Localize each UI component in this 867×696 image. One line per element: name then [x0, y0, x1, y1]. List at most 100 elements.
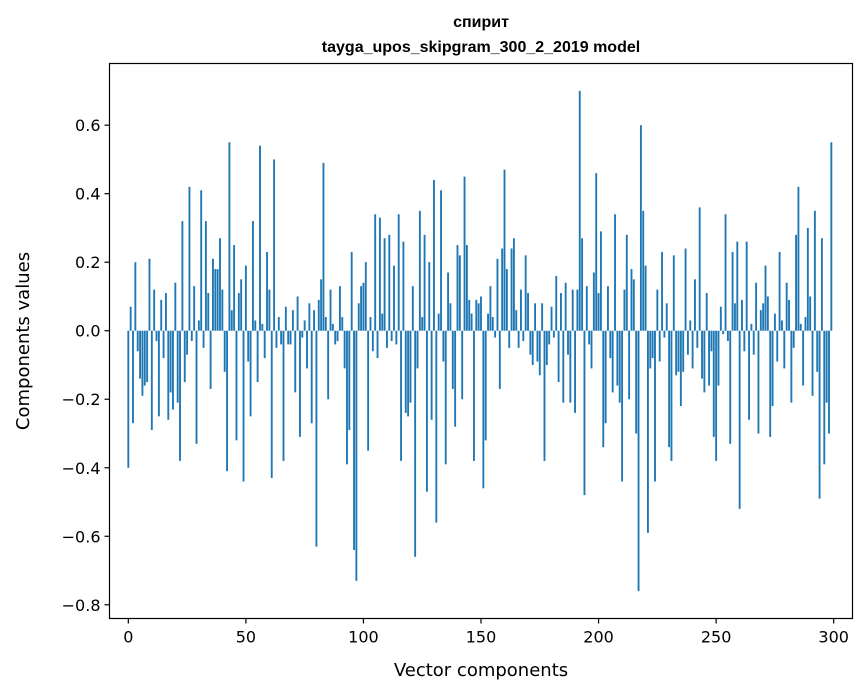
bar-192: [578, 90, 581, 331]
bar-145: [468, 299, 471, 331]
bar-28: [193, 286, 196, 331]
bar-133: [440, 190, 442, 331]
bar-281: [788, 299, 790, 331]
bar-266: [752, 330, 755, 355]
bar-100: [362, 282, 365, 331]
bar-9: [148, 258, 151, 331]
chart-title-model: tayga_upos_skipgram_300_2_2019 model: [322, 39, 640, 56]
bar-285: [797, 186, 800, 331]
bar-164: [512, 238, 515, 331]
bar-137: [449, 303, 452, 331]
bar-181: [552, 330, 555, 338]
bar-70: [291, 310, 294, 331]
bar-51: [247, 330, 250, 362]
bar-110: [386, 330, 388, 348]
x-axis-ticks: 0 50 100 150 200 250 300: [123, 618, 849, 647]
bar-203: [604, 330, 607, 424]
bar-144: [465, 245, 468, 331]
bar-227: [661, 251, 663, 331]
bar-29: [195, 330, 198, 444]
bar-155: [491, 317, 494, 331]
bar-112: [390, 330, 393, 341]
bar-16: [164, 293, 167, 331]
bar-98: [357, 303, 360, 331]
bar-138: [451, 330, 454, 389]
bar-188: [569, 330, 572, 403]
bar-267: [755, 282, 758, 331]
bar-238: [686, 330, 689, 355]
bar-263: [745, 241, 748, 331]
bar-205: [609, 330, 612, 359]
bar-73: [299, 330, 301, 437]
bar-3: [134, 262, 137, 331]
bar-245: [703, 330, 706, 393]
bar-236: [682, 330, 685, 372]
bar-264: [748, 330, 750, 420]
bar-120: [409, 330, 412, 403]
bar-219: [642, 210, 645, 331]
bar-38: [216, 269, 219, 331]
bar-256: [729, 330, 732, 444]
bar-15: [162, 330, 165, 359]
bar-275: [773, 313, 776, 331]
bar-261: [741, 299, 743, 331]
bar-126: [423, 234, 426, 331]
bar-186: [564, 282, 567, 331]
bar-57: [261, 323, 264, 331]
bar-17: [167, 330, 170, 420]
bar-268: [757, 330, 760, 434]
bar-212: [625, 234, 628, 331]
y-tick-label-0: −0.8: [62, 596, 101, 615]
bar-40: [221, 289, 224, 331]
bar-277: [778, 251, 781, 331]
bar-230: [668, 330, 671, 448]
bar-195: [585, 286, 588, 331]
bar-94: [348, 330, 351, 431]
bar-24: [183, 330, 186, 383]
bar-75: [303, 320, 306, 331]
bar-234: [677, 330, 680, 372]
bar-291: [811, 330, 814, 396]
bar-54: [254, 320, 257, 331]
bar-222: [649, 330, 652, 369]
bar-48: [240, 279, 243, 331]
bar-221: [647, 330, 649, 533]
bar-119: [407, 330, 410, 417]
bar-201: [599, 231, 602, 331]
bar-269: [759, 310, 762, 331]
bar-220: [644, 265, 647, 331]
x-tick-label-150: 150: [466, 628, 497, 647]
bar-259: [736, 241, 739, 331]
bar-69: [289, 330, 292, 345]
bar-154: [489, 286, 492, 331]
bar-87: [331, 323, 334, 331]
bar-224: [654, 330, 656, 482]
bar-286: [799, 323, 802, 331]
bar-244: [701, 330, 703, 379]
bar-246: [705, 293, 708, 331]
bar-158: [498, 330, 501, 389]
bar-68: [287, 330, 290, 345]
bar-290: [809, 296, 812, 331]
bar-22: [179, 330, 181, 461]
bar-250: [715, 330, 718, 461]
bar-58: [263, 330, 266, 359]
bar-52: [249, 330, 252, 417]
bar-210: [621, 330, 624, 482]
bar-14: [160, 299, 163, 331]
bar-163: [510, 248, 513, 331]
bar-series: [127, 90, 833, 592]
bar-184: [560, 293, 562, 331]
bar-150: [480, 296, 482, 331]
bar-45: [233, 245, 236, 331]
bar-92: [343, 330, 346, 369]
bar-218: [639, 125, 642, 331]
bar-42: [226, 330, 228, 472]
bar-46: [235, 330, 238, 441]
y-tick-label-6: 0.4: [75, 185, 100, 204]
bar-124: [418, 210, 421, 331]
bar-257: [731, 251, 734, 331]
bar-208: [616, 330, 619, 386]
bar-211: [623, 289, 626, 331]
bar-143: [463, 176, 466, 331]
